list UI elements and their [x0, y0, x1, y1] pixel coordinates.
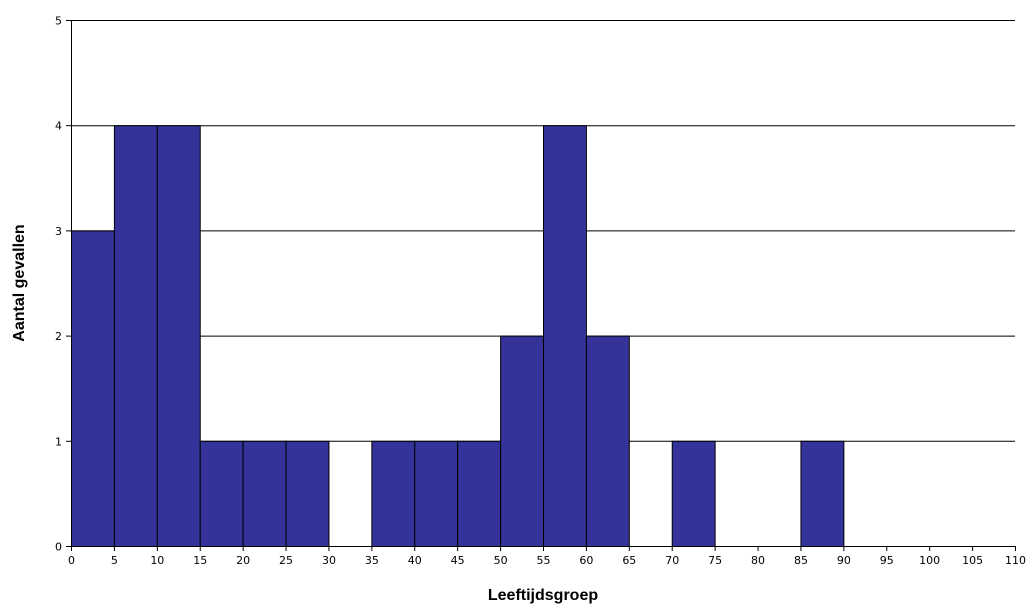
y-axis-title: Aantal gevallen	[11, 224, 28, 341]
x-ticks: 0 5 10 15 20 25 30 35 40 45 50 55 60 65 70 75 80 85 90 95 10…	[68, 546, 1026, 567]
x-tick-label: 95	[880, 554, 894, 567]
bars	[71, 125, 845, 547]
histogram-bar	[242, 440, 287, 547]
histogram-bar	[585, 335, 630, 547]
y-tick-label: 0	[55, 541, 62, 554]
x-tick-label: 20	[236, 554, 250, 567]
x-tick-label: 10	[150, 554, 164, 567]
histogram-bar	[671, 440, 716, 547]
y-ticks: 0 1 2 3 4 5	[55, 15, 71, 554]
x-tick-label: 75	[708, 554, 722, 567]
x-tick-label: 70	[665, 554, 679, 567]
histogram-bar	[285, 440, 330, 547]
x-tick-label: 5	[111, 554, 118, 567]
x-tick-label: 0	[68, 554, 75, 567]
histogram-bar	[199, 440, 244, 547]
histogram-bar	[414, 440, 459, 547]
histogram-bar	[800, 440, 845, 547]
x-tick-label: 55	[537, 554, 551, 567]
x-tick-label: 15	[193, 554, 207, 567]
histogram-bar	[156, 125, 201, 547]
x-tick-label: 40	[408, 554, 422, 567]
histogram-bar	[71, 230, 115, 547]
histogram-bar	[113, 125, 158, 547]
x-tick-label: 105	[962, 554, 983, 567]
x-tick-label: 65	[622, 554, 636, 567]
x-tick-label: 85	[794, 554, 808, 567]
y-tick-label: 1	[55, 435, 62, 448]
y-tick-label: 3	[55, 225, 62, 238]
axes	[66, 20, 1015, 551]
x-tick-label: 100	[919, 554, 940, 567]
x-tick-label: 35	[365, 554, 379, 567]
x-tick-label: 80	[751, 554, 765, 567]
histogram-bar	[371, 440, 416, 547]
y-tick-label: 2	[55, 330, 62, 343]
x-tick-label: 25	[279, 554, 293, 567]
y-tick-label: 5	[55, 15, 62, 28]
x-axis-title: Leeftijdsgroep	[488, 587, 598, 604]
x-tick-label: 60	[579, 554, 593, 567]
histogram-bar	[543, 125, 587, 547]
x-tick-label: 110	[1005, 554, 1026, 567]
histogram-bar	[500, 335, 545, 547]
histogram-bar	[457, 440, 502, 547]
x-tick-label: 90	[837, 554, 851, 567]
x-tick-label: 30	[322, 554, 336, 567]
y-tick-label: 4	[55, 120, 62, 133]
x-tick-label: 45	[451, 554, 465, 567]
x-tick-label: 50	[494, 554, 508, 567]
